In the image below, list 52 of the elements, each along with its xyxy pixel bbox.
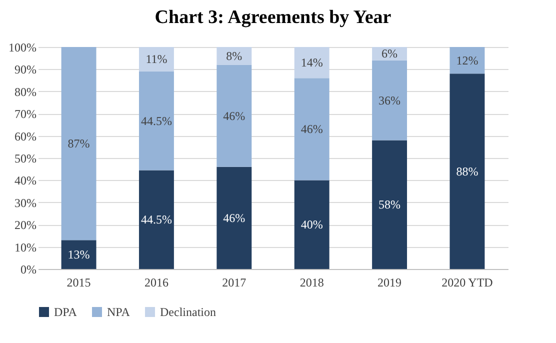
data-label: 46% (300, 122, 323, 136)
y-tick-label: 10% (14, 240, 36, 254)
data-label: 6% (382, 46, 398, 61)
bar (138, 170, 174, 269)
x-tick-label: 2017 (222, 276, 246, 290)
bar (138, 47, 174, 72)
bar (372, 140, 408, 269)
data-label: 14% (300, 56, 323, 70)
y-tick-label: 0% (20, 262, 36, 276)
bar (294, 47, 330, 78)
bar (450, 47, 485, 74)
bar (294, 180, 330, 269)
data-label: 13% (68, 248, 90, 262)
y-tick-label: 60% (14, 129, 36, 144)
y-tick-label: 50% (14, 152, 36, 166)
data-label: 11% (146, 52, 168, 66)
bar (216, 166, 252, 269)
y-tick-label: 20% (14, 218, 36, 232)
data-label: 36% (378, 93, 401, 108)
chart-title: Chart 3: Agreements by Year (154, 7, 392, 28)
x-tick-label: 2016 (144, 276, 168, 290)
y-tick-label: 40% (14, 174, 36, 188)
bar (216, 47, 252, 65)
y-tick-label: 90% (14, 62, 36, 77)
data-label: 87% (68, 136, 90, 151)
data-label: 40% (300, 218, 323, 232)
bar (372, 60, 408, 140)
data-label: 88% (456, 164, 478, 178)
y-tick-label: 100% (8, 40, 36, 54)
x-tick-label: 2018 (300, 276, 324, 290)
bar (138, 71, 174, 170)
bar (450, 74, 485, 269)
bar (294, 78, 330, 180)
legend-label: NPA (107, 305, 130, 319)
y-tick-label: 80% (14, 84, 36, 99)
legend-label: Declination (160, 305, 216, 319)
data-label: 44.5% (140, 212, 172, 227)
x-tick-label: 2019 (378, 276, 402, 290)
y-tick-label: 30% (14, 196, 36, 210)
x-tick-label: 2015 (66, 276, 91, 290)
data-label: 8% (226, 48, 242, 63)
x-tick-label: 2020 YTD (442, 276, 494, 290)
data-label: 46% (223, 108, 246, 123)
bar (61, 47, 96, 240)
data-label: 44.5% (140, 114, 172, 128)
data-label: 12% (456, 53, 478, 68)
bar (216, 64, 252, 167)
data-label: 46% (223, 210, 246, 225)
y-tick-label: 70% (14, 107, 36, 122)
legend-label: DPA (54, 305, 78, 319)
bar (61, 240, 96, 269)
data-label: 58% (378, 198, 401, 212)
